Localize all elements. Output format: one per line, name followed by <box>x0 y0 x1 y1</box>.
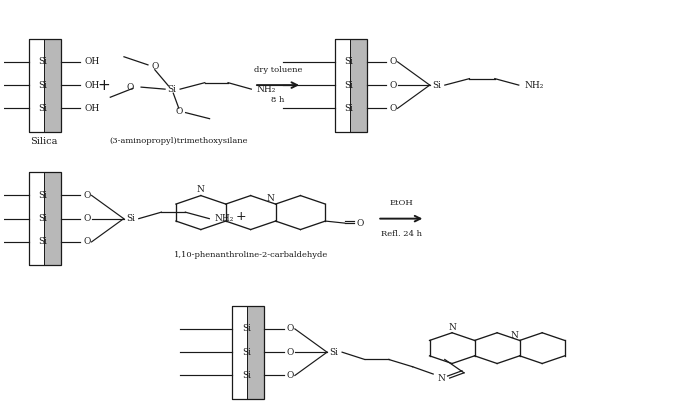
Text: N: N <box>266 194 274 203</box>
Text: NH₂: NH₂ <box>524 81 543 90</box>
Text: +: + <box>236 210 246 223</box>
Text: Si: Si <box>242 371 251 380</box>
Bar <box>247 306 265 399</box>
Text: Si: Si <box>344 57 353 66</box>
Text: O: O <box>83 237 91 247</box>
Text: N: N <box>437 374 446 382</box>
Text: N: N <box>197 185 204 195</box>
Text: Si: Si <box>329 348 338 357</box>
Bar <box>28 38 61 132</box>
Text: Refl. 24 h: Refl. 24 h <box>380 230 422 238</box>
Text: Si: Si <box>168 85 177 94</box>
Text: NH₂: NH₂ <box>257 85 277 94</box>
Text: (3-aminopropyl)trimethoxysilane: (3-aminopropyl)trimethoxysilane <box>109 137 248 145</box>
Text: O: O <box>356 218 364 228</box>
Text: O: O <box>286 371 294 380</box>
Text: Si: Si <box>432 81 441 90</box>
Text: O: O <box>175 107 182 116</box>
Text: O: O <box>389 104 396 113</box>
Text: Si: Si <box>38 191 47 200</box>
Bar <box>335 38 350 132</box>
Text: dry toluene: dry toluene <box>254 66 302 74</box>
Bar <box>335 38 367 132</box>
Text: Si: Si <box>38 81 47 90</box>
Text: Si: Si <box>38 237 47 247</box>
Text: EtOH: EtOH <box>389 199 413 207</box>
Text: NH₂: NH₂ <box>215 214 234 223</box>
Text: OH: OH <box>84 81 99 90</box>
Text: Si: Si <box>126 214 135 223</box>
Text: 8 h: 8 h <box>272 96 285 104</box>
Text: Si: Si <box>38 104 47 113</box>
Text: O: O <box>127 83 134 92</box>
Text: O: O <box>389 81 396 90</box>
Text: N: N <box>511 331 518 339</box>
Text: Si: Si <box>344 104 353 113</box>
Bar <box>28 172 44 265</box>
Text: Si: Si <box>344 81 353 90</box>
Text: O: O <box>286 348 294 357</box>
Text: O: O <box>389 57 396 66</box>
Bar <box>44 38 61 132</box>
Bar <box>28 38 44 132</box>
Bar <box>232 306 265 399</box>
Text: O: O <box>83 214 91 223</box>
Text: OH: OH <box>84 104 99 113</box>
Text: O: O <box>151 62 159 71</box>
Text: Si: Si <box>38 214 47 223</box>
Text: N: N <box>448 323 456 332</box>
Text: +: + <box>97 78 109 93</box>
Text: Si: Si <box>242 348 251 357</box>
Text: O: O <box>286 325 294 333</box>
Text: Si: Si <box>38 57 47 66</box>
Bar <box>28 172 61 265</box>
Text: OH: OH <box>84 57 99 66</box>
Text: Silica: Silica <box>30 137 58 146</box>
Text: 1,10-phenanthroline-2-carbaldehyde: 1,10-phenanthroline-2-carbaldehyde <box>173 251 328 259</box>
Text: O: O <box>83 191 91 200</box>
Bar <box>232 306 247 399</box>
Bar <box>44 172 61 265</box>
Bar <box>350 38 367 132</box>
Text: Si: Si <box>242 325 251 333</box>
